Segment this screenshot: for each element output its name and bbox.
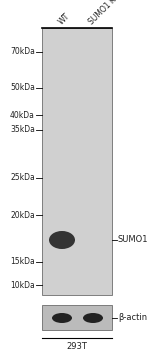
Bar (42, 305, 112, 330)
Text: 70kDa: 70kDa (10, 48, 35, 56)
Text: SUMO1 KO: SUMO1 KO (87, 0, 122, 26)
Ellipse shape (49, 231, 75, 249)
Text: 15kDa: 15kDa (10, 258, 35, 266)
Text: SUMO1: SUMO1 (118, 236, 148, 245)
Text: 50kDa: 50kDa (10, 84, 35, 92)
Text: 40kDa: 40kDa (10, 111, 35, 119)
Ellipse shape (52, 313, 72, 323)
Text: 25kDa: 25kDa (10, 174, 35, 182)
Text: 20kDa: 20kDa (10, 210, 35, 219)
Text: 35kDa: 35kDa (10, 126, 35, 134)
Bar (42, 28, 112, 295)
Text: 293T: 293T (67, 342, 87, 350)
Text: β-actin: β-actin (118, 314, 147, 322)
Text: WT: WT (57, 11, 72, 26)
Text: 10kDa: 10kDa (10, 280, 35, 289)
Ellipse shape (83, 313, 103, 323)
